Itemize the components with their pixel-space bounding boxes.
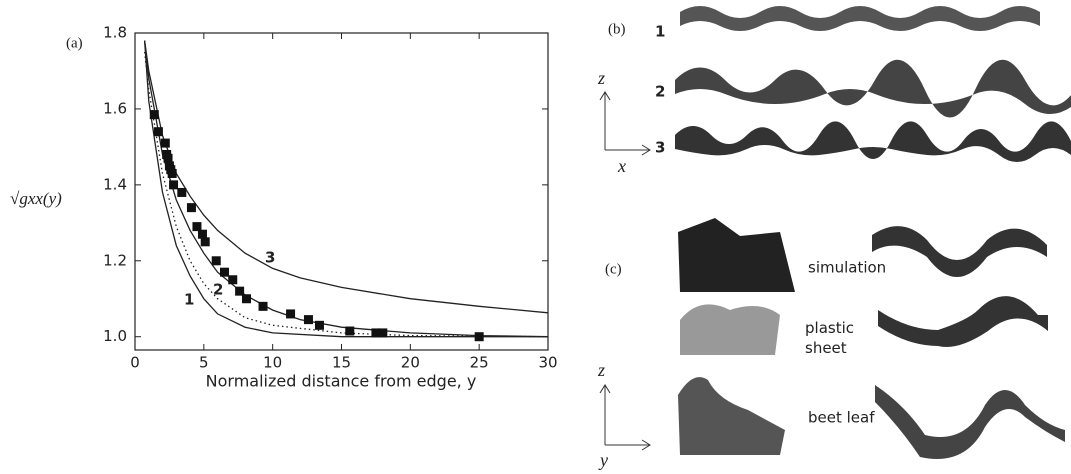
- data-marker: [219, 267, 229, 277]
- row-label: 2: [655, 83, 665, 101]
- x-tick-label: 10: [263, 354, 282, 372]
- axis-arrows: [599, 91, 651, 156]
- photo: [678, 377, 785, 455]
- data-marker: [303, 315, 313, 325]
- x-tick-label: 30: [538, 354, 557, 372]
- data-marker: [167, 168, 177, 178]
- data-marker: [314, 320, 324, 330]
- curve: [143, 51, 549, 338]
- curve-label: 2: [213, 281, 223, 299]
- x-tick-label: 0: [130, 354, 140, 372]
- row-label: plastic sheet: [805, 319, 854, 357]
- data-marker: [197, 229, 207, 239]
- photo: [678, 218, 795, 292]
- data-marker: [192, 222, 202, 232]
- data-marker: [153, 127, 163, 137]
- row-label-box: plastic sheet: [805, 319, 854, 357]
- sheet-profile: [675, 121, 1071, 162]
- data-marker: [186, 203, 196, 213]
- sheet-profile: [680, 6, 1040, 31]
- photo: [680, 304, 780, 355]
- x-axis-label: Normalized distance from edge, y: [206, 372, 477, 391]
- y-tick-label: 1.4: [103, 175, 127, 193]
- data-marker: [371, 328, 381, 338]
- y-tick-label: 1.6: [103, 99, 127, 117]
- curve: [143, 40, 549, 314]
- panel-c: (c) simulation plastic sheet beet leaf z…: [597, 218, 1065, 470]
- row-label: simulation: [808, 259, 886, 277]
- row-label: beet leaf: [808, 409, 875, 427]
- data-marker: [242, 294, 252, 304]
- axis-letter: y: [598, 450, 608, 470]
- data-marker: [169, 180, 179, 190]
- data-marker: [160, 138, 170, 148]
- y-axis-label: √gxx(y): [10, 189, 62, 208]
- data-marker: [163, 153, 173, 163]
- sheet-profile: [878, 296, 1048, 347]
- plot-frame: [134, 32, 549, 351]
- panel-b: (b) 1 2 3 z x: [597, 6, 1071, 176]
- data-marker: [235, 286, 245, 296]
- sheet-profile: [675, 60, 1071, 118]
- x-tick-label: 5: [199, 354, 209, 372]
- axis-letter: z: [597, 360, 605, 380]
- data-marker: [211, 256, 221, 266]
- axis-arrows: [599, 384, 651, 451]
- curve: [143, 40, 549, 338]
- row-label: 1: [655, 23, 665, 41]
- sheet-profile: [875, 385, 1065, 459]
- data-marker: [200, 237, 210, 247]
- data-marker: [177, 187, 187, 197]
- panel-label: (c): [605, 261, 622, 277]
- data-marker: [378, 328, 388, 338]
- panel-label: (a): [66, 35, 83, 51]
- y-tick-label: 1.0: [103, 327, 127, 345]
- y-tick-label: 1.2: [103, 251, 127, 269]
- row-label: 3: [655, 139, 665, 157]
- x-tick-label: 25: [470, 354, 489, 372]
- data-marker: [149, 110, 159, 120]
- axis-letter: x: [617, 156, 626, 176]
- data-marker: [474, 332, 484, 342]
- x-tick-label: 15: [332, 354, 351, 372]
- data-marker: [345, 326, 355, 336]
- sheet-profile: [872, 226, 1047, 277]
- axis-letter: z: [597, 68, 605, 88]
- data-marker: [258, 301, 268, 311]
- curve: [143, 40, 548, 338]
- data-marker: [228, 275, 238, 285]
- y-tick-label: 1.8: [103, 24, 127, 42]
- x-tick-label: 20: [401, 354, 420, 372]
- panel-label: (b): [608, 21, 626, 37]
- curve-label: 1: [184, 291, 194, 309]
- data-marker: [286, 309, 296, 319]
- curve-label: 3: [265, 249, 275, 267]
